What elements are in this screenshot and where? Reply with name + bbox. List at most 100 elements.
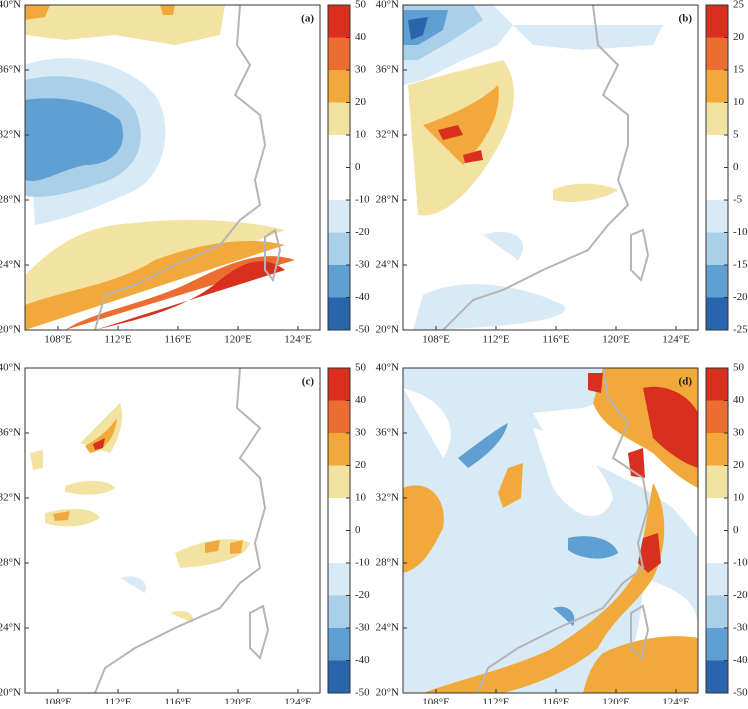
colorbar-bin xyxy=(328,660,350,694)
colorbar-tick-label: -20 xyxy=(355,226,370,238)
lat-tick-label: 24°N xyxy=(376,622,399,634)
colorbar-tick-label: -10 xyxy=(355,557,370,569)
lat-tick-label: 20°N xyxy=(0,687,21,699)
lat-tick-label: 24°N xyxy=(0,259,21,271)
lat-tick-label: 32°N xyxy=(0,129,21,141)
colorbar-bin xyxy=(706,498,728,531)
lat-tick-label: 28°N xyxy=(0,194,21,206)
lon-tick-label: 124°E xyxy=(662,697,690,704)
colorbar-bin xyxy=(328,102,350,136)
colorbar-tick-label: -50 xyxy=(733,687,748,699)
lat-tick-label: 28°N xyxy=(0,557,21,569)
lat-tick-label: 36°N xyxy=(0,427,21,439)
colorbar-tick-label: -10 xyxy=(733,557,748,569)
colorbar-bin xyxy=(706,297,728,331)
panel-label: (d) xyxy=(679,376,693,388)
colorbar-tick-label: 50 xyxy=(355,0,367,11)
colorbar-tick-label: -40 xyxy=(355,291,370,303)
lon-tick-label: 120°E xyxy=(224,334,252,346)
colorbar-bin xyxy=(706,563,728,596)
colorbar-tick-label: 20 xyxy=(733,31,745,43)
lat-tick-label: 40°N xyxy=(0,0,21,11)
lat-tick-label: 40°N xyxy=(0,362,21,374)
map-a: (a) xyxy=(24,4,321,331)
colorbar-bin xyxy=(706,5,728,38)
colorbar-tick-label: -10 xyxy=(733,226,748,238)
colorbar-bin xyxy=(328,297,350,331)
lon-tick-label: 112°E xyxy=(482,697,509,704)
lat-tick-label: 28°N xyxy=(376,557,399,569)
lat-tick-label: 32°N xyxy=(376,492,399,504)
colorbar-tick-label: 10 xyxy=(733,492,745,504)
lon-tick-label: 124°E xyxy=(662,334,690,346)
colorbar-bin xyxy=(328,37,350,71)
lon-tick-label: 112°E xyxy=(482,334,509,346)
colorbar-tick-label: 20 xyxy=(733,459,745,471)
lat-tick-label: 20°N xyxy=(0,324,21,336)
colorbar-tick-label: 0 xyxy=(355,161,361,173)
lon-tick-label: 108°E xyxy=(422,697,450,704)
colorbar-bin xyxy=(328,595,350,629)
colorbar-tick-label: 30 xyxy=(355,64,367,76)
colorbar-bin xyxy=(706,433,728,466)
lon-tick-label: 116°E xyxy=(164,334,191,346)
colorbar-bin xyxy=(706,368,728,401)
colorbar-bin xyxy=(328,70,350,103)
lat-tick-label: 20°N xyxy=(376,324,399,336)
colorbar-bin xyxy=(706,70,728,103)
lon-tick-label: 120°E xyxy=(224,697,252,704)
colorbar-tick-label: 25 xyxy=(733,0,745,11)
colorbar-tick-label: -5 xyxy=(733,194,743,206)
lon-tick-label: 108°E xyxy=(44,697,72,704)
colorbar-tick-label: 50 xyxy=(733,362,745,374)
colorbar-bin xyxy=(328,465,350,499)
lat-tick-label: 40°N xyxy=(376,362,399,374)
lon-tick-label: 124°E xyxy=(284,334,312,346)
colorbar-tick-label: 0 xyxy=(733,524,739,536)
colorbar-tick-label: -30 xyxy=(733,622,748,634)
lon-tick-label: 108°E xyxy=(44,334,72,346)
colorbar-bin xyxy=(328,498,350,531)
lat-tick-label: 36°N xyxy=(376,427,399,439)
lat-tick-label: 32°N xyxy=(0,492,21,504)
lat-tick-label: 36°N xyxy=(376,64,399,76)
colorbar-bin xyxy=(328,628,350,661)
colorbar-bin xyxy=(706,232,728,266)
colorbar-tick-label: 40 xyxy=(355,394,367,406)
colorbar-bin xyxy=(328,400,350,434)
colorbar-tick-label: -20 xyxy=(355,589,370,601)
colorbar-tick-label: 40 xyxy=(355,31,367,43)
colorbar-bin xyxy=(706,167,728,201)
colorbar-bin xyxy=(706,628,728,661)
colorbar-bin xyxy=(328,5,350,38)
colorbar-tick-label: -40 xyxy=(733,654,748,666)
colorbar-tick-label: 30 xyxy=(355,427,367,439)
colorbar-tick-label: 5 xyxy=(733,129,739,141)
lon-tick-label: 116°E xyxy=(542,697,569,704)
lat-tick-label: 24°N xyxy=(376,259,399,271)
colorbar-tick-label: 0 xyxy=(733,161,739,173)
colorbar-tick-label: -40 xyxy=(355,654,370,666)
lat-tick-label: 32°N xyxy=(376,129,399,141)
colorbar-tick-label: -50 xyxy=(355,324,370,336)
colorbar-tick-label: 30 xyxy=(733,427,745,439)
colorbar-tick-label: 0 xyxy=(355,524,361,536)
colorbar-bin xyxy=(706,37,728,71)
colorbar-tick-label: 10 xyxy=(355,129,367,141)
colorbar-tick-label: 40 xyxy=(733,394,745,406)
colorbar-tick-label: 10 xyxy=(733,96,745,108)
colorbar-tick-label: 10 xyxy=(355,492,367,504)
lat-tick-label: 36°N xyxy=(0,64,21,76)
colorbar-bin xyxy=(328,135,350,168)
colorbar-tick-label: -30 xyxy=(355,259,370,271)
colorbar-tick-label: 20 xyxy=(355,459,367,471)
panel-label: (b) xyxy=(679,13,693,25)
map-c: (c) xyxy=(24,367,321,694)
panel-label: (a) xyxy=(301,13,314,25)
colorbar-bin xyxy=(328,200,350,233)
colorbar-bin xyxy=(328,563,350,596)
lon-tick-label: 112°E xyxy=(104,334,131,346)
lon-tick-label: 108°E xyxy=(422,334,450,346)
colorbar-bin xyxy=(706,102,728,136)
